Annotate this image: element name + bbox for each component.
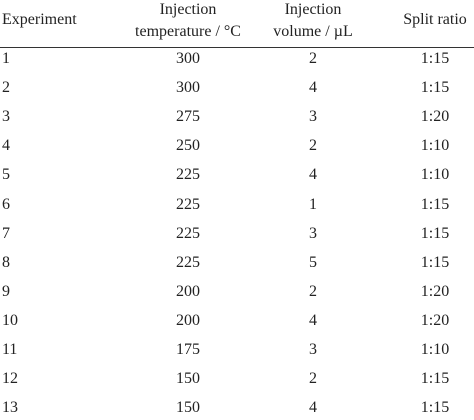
table-cell: 150 [176, 399, 200, 417]
table-cell: 3 [309, 224, 317, 242]
table-cell: 6 [2, 195, 10, 213]
table-cell: 1:15 [420, 370, 450, 388]
table-cell: 175 [176, 341, 200, 358]
table-cell: 4 [309, 311, 317, 329]
table-cell: 2 [309, 282, 317, 300]
table-cell: 1:15 [420, 224, 450, 242]
header-cell: Injection [284, 1, 342, 18]
table-cell: 1:15 [420, 253, 450, 271]
table-cell: 13 [2, 399, 18, 417]
table-cell: 4 [2, 137, 10, 155]
table-cell: 9 [2, 282, 10, 300]
table-cell: 275 [176, 108, 200, 126]
table-cell: 2 [309, 137, 317, 155]
table-cell: 150 [176, 370, 200, 388]
table-cell: 1 [2, 50, 10, 67]
table-cell: 1:20 [420, 282, 450, 300]
table-cell: 200 [176, 311, 200, 329]
table-cell: 4 [309, 166, 317, 184]
table-cell: 300 [176, 50, 200, 67]
header-cell: Injection [159, 1, 217, 18]
table-cell: 1 [309, 195, 317, 213]
table-cell: 12 [2, 370, 18, 388]
table-cell: 2 [309, 370, 317, 388]
table-cell: 200 [176, 282, 200, 300]
table-cell: 3 [309, 108, 317, 126]
table-cell: 1:10 [420, 166, 450, 184]
header-cell: Split ratio [403, 11, 467, 28]
table-cell: 2 [309, 50, 317, 67]
table-cell: 1:10 [420, 341, 450, 358]
table-cell: 2 [2, 79, 10, 97]
table-cell: 1:20 [420, 311, 450, 329]
table-cell: 225 [176, 166, 200, 184]
table-cell: 1:10 [420, 137, 450, 155]
table-cell: 7 [2, 224, 10, 242]
table-cell: 5 [2, 166, 10, 184]
table-cell: 1:15 [420, 399, 450, 417]
header-cell: Experiment [2, 11, 77, 28]
header-cell: volume / µL [273, 23, 353, 40]
table-cell: 225 [176, 253, 200, 271]
table-cell: 4 [309, 79, 317, 97]
table-cell: 10 [2, 311, 18, 329]
table-cell: 250 [176, 137, 200, 155]
table-cell: 3 [309, 341, 317, 358]
table-cell: 1:15 [420, 195, 450, 213]
table-cell: 225 [176, 195, 200, 213]
table-cell: 1:15 [420, 50, 450, 67]
table-cell: 1:20 [420, 108, 450, 126]
header-rule [0, 47, 474, 48]
table-cell: 1:15 [420, 79, 450, 97]
header-cell: temperature / °C [135, 23, 241, 40]
table-cell: 5 [309, 253, 317, 271]
table-cell: 8 [2, 253, 10, 271]
table-cell: 4 [309, 399, 317, 417]
table-cell: 3 [2, 108, 10, 126]
table-cell: 225 [176, 224, 200, 242]
table-cell: 11 [2, 341, 18, 358]
table-cell: 300 [176, 79, 200, 97]
